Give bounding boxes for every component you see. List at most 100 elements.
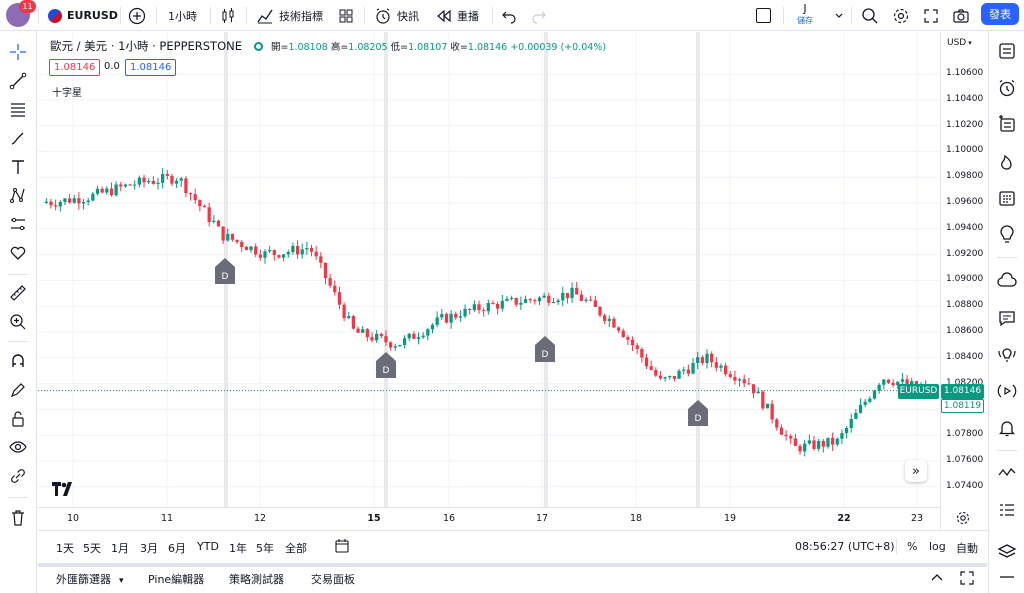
range-button[interactable]: 1年 [229,542,247,555]
range-button[interactable]: 3月 [140,542,158,555]
range-button[interactable]: 5天 [83,542,101,555]
remove-drawings-tool[interactable] [7,507,29,529]
alerts-panel-button[interactable] [996,77,1018,99]
sync-drawings-tool[interactable] [7,465,29,487]
candle-body-up [58,201,62,207]
pattern-tool[interactable] [7,184,29,206]
buy-price-button[interactable]: 1.08146 [125,59,177,76]
crosshair-tool[interactable] [7,41,29,63]
dom-button[interactable] [996,499,1018,521]
undo-button[interactable] [501,0,517,31]
alert-button[interactable]: 快訊 [374,0,419,31]
tab-pine-editor[interactable]: Pine編輯器 [148,573,205,586]
redo-button[interactable] [531,0,547,31]
range-button[interactable]: 5年 [256,542,274,555]
trend-line-icon [9,72,27,90]
trend-line-tool[interactable] [7,70,29,92]
publish-button[interactable]: 發表 [981,3,1019,25]
tab-trading-panel[interactable]: 交易面板 [311,573,355,586]
candle-body-up [212,220,216,223]
candle-body-down [612,318,616,328]
high-value: 1.08205 [348,42,388,53]
zoom-tool[interactable] [7,311,29,333]
layout-save-button[interactable]: J 儲存 [790,3,820,27]
messages-button[interactable] [996,307,1018,329]
range-button[interactable]: YTD [197,540,219,553]
auto-toggle[interactable]: 自動 [956,542,978,555]
tradingview-logo[interactable] [52,482,77,496]
price-axis[interactable] [940,32,987,529]
candle-body-up [523,299,528,303]
tips-button[interactable] [996,344,1018,366]
prediction-tool[interactable] [7,213,29,235]
lock-drawings-tool[interactable] [7,408,29,430]
candle-body-down [254,246,258,255]
interval-button[interactable]: 1小時 [168,9,197,23]
link-icon [9,467,27,485]
maximize-panel-button[interactable] [960,571,974,585]
settings-button[interactable] [892,0,910,31]
streams-button[interactable] [996,380,1018,402]
text-tool[interactable] [7,156,29,178]
hide-drawings-tool[interactable] [7,436,29,458]
symbol-title[interactable]: 歐元 / 美元 · 1小時 · PEPPERSTONE [50,39,243,53]
trading-panel-button[interactable] [996,461,1018,483]
chats-button[interactable] [996,270,1018,292]
sell-price-button[interactable]: 1.08146 [49,59,101,76]
candle-body-up [854,412,858,419]
select-toggle[interactable] [756,0,771,31]
layout-menu-button[interactable] [834,0,844,31]
tab-forex-screener[interactable]: 外匯篩選器 ▾ [56,571,124,587]
axis-settings-button[interactable] [955,510,971,526]
hotlists-button[interactable] [996,150,1018,172]
search-button[interactable] [861,0,879,31]
layouts-button[interactable] [338,0,354,31]
range-button[interactable]: 全部 [285,542,307,555]
tab-strategy-tester[interactable]: 策略測試器 [229,573,284,586]
scroll-to-realtime-button[interactable]: » [905,460,927,482]
candlestick-chart[interactable]: D D D D [38,32,987,507]
compare-button[interactable] [128,0,146,31]
log-toggle[interactable]: log [929,540,946,553]
brush-tool[interactable] [7,127,29,149]
symbol-search-button[interactable]: EURUSD [48,0,118,31]
calendar-button[interactable] [996,187,1018,209]
candle-body-up [882,379,886,385]
dividend-marker[interactable]: D [215,258,235,284]
watchlist-button[interactable] [996,40,1018,62]
layers-button[interactable] [996,541,1018,563]
replay-button[interactable]: 重播 [436,0,479,31]
dividend-marker[interactable]: D [688,400,708,426]
dividend-marker[interactable]: D [535,336,555,362]
indicator-label[interactable]: 十字星 [52,88,82,99]
range-button[interactable]: 1月 [111,542,129,555]
clock-timezone[interactable]: 08:56:27 (UTC+8) [795,540,895,553]
help-button[interactable] [996,568,1018,590]
snapshot-button[interactable] [952,0,970,31]
collapse-panel-button[interactable] [930,571,944,585]
currency-selector[interactable]: USD ▾ [947,38,972,48]
chart-pane[interactable]: D D D D [38,32,987,529]
measure-tool[interactable] [7,282,29,304]
indicators-label: 技術指標 [279,9,323,23]
time-axis[interactable] [38,507,940,529]
favorites-tool[interactable] [7,242,29,264]
stay-drawing-tool[interactable] [7,379,29,401]
range-button[interactable]: 1天 [56,542,74,555]
ideas-button[interactable] [996,224,1018,246]
candle-body-down [54,205,58,207]
object-tree-button[interactable] [996,113,1018,135]
indicators-button[interactable]: 技術指標 [256,0,323,31]
chart-type-button[interactable] [219,0,237,31]
magnet-tool[interactable] [7,350,29,372]
fullscreen-button[interactable] [923,0,939,31]
notifications-button[interactable] [996,417,1018,439]
candle-body-up [556,300,560,303]
range-button[interactable]: 6月 [168,542,186,555]
fib-tool[interactable] [7,98,29,120]
percent-toggle[interactable]: % [907,540,918,553]
candle-body-down [491,303,495,305]
bottom-panel-tabs [38,563,987,593]
go-to-date-button[interactable] [334,538,350,554]
dividend-marker[interactable]: D [376,352,396,378]
